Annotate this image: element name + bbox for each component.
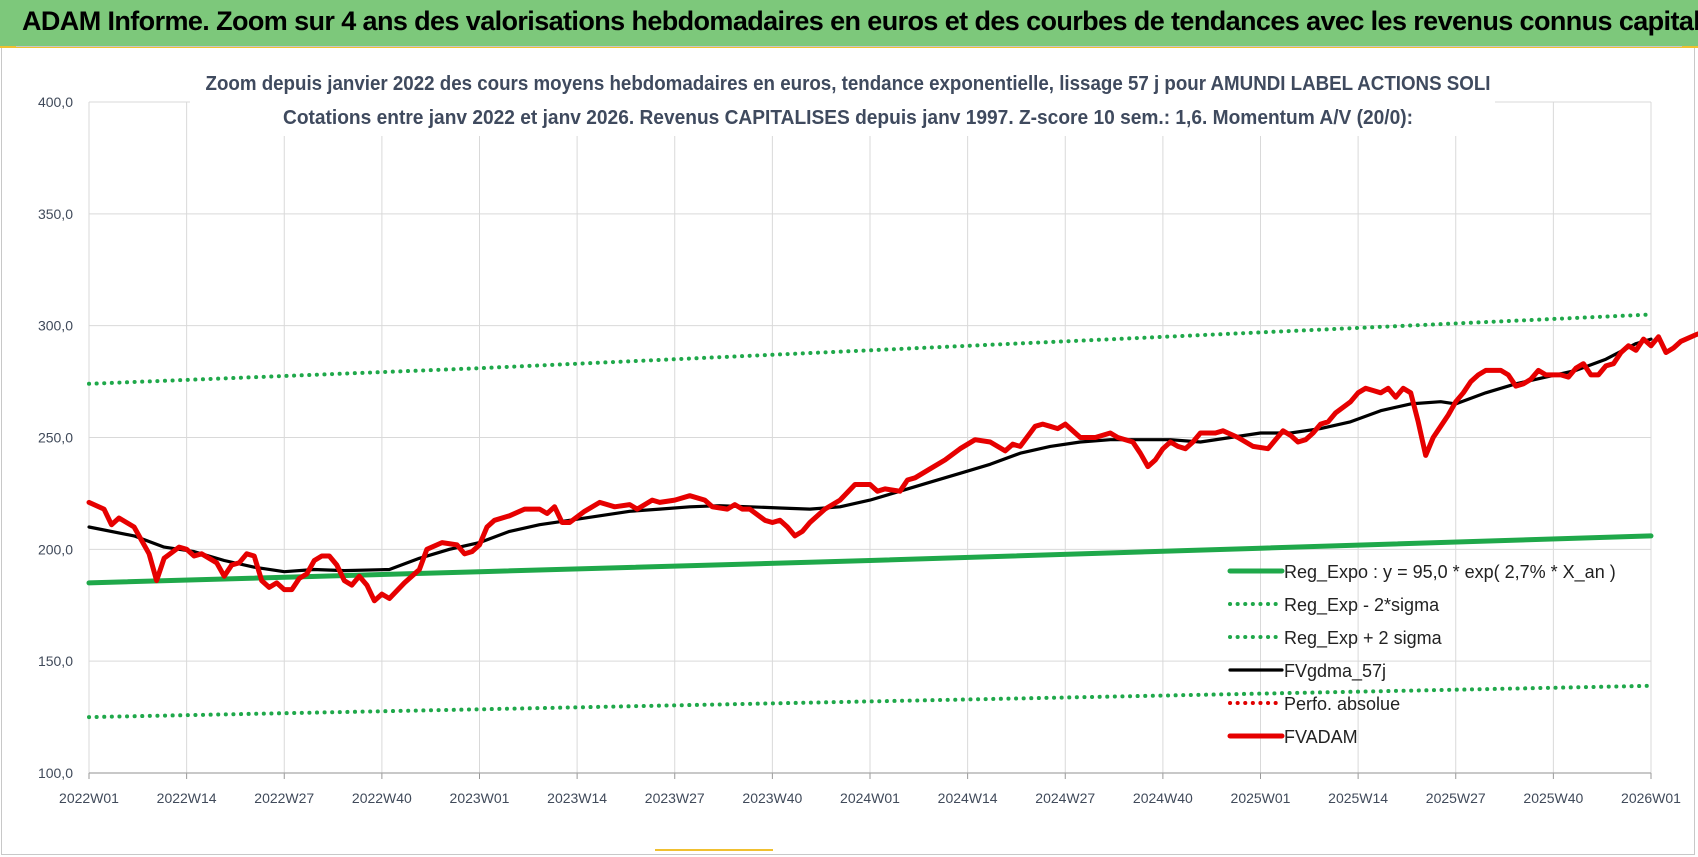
- chart-title-line1: Zoom depuis janvier 2022 des cours moyen…: [206, 73, 1491, 95]
- series-line-fvadam: [86, 331, 1698, 604]
- legend-label: FVgdma_57j: [1284, 661, 1386, 682]
- x-tick-label: 2024W14: [938, 790, 998, 806]
- x-tick-label: 2022W01: [59, 790, 119, 806]
- x-tick-label: 2024W27: [1035, 790, 1095, 806]
- x-tick-label: 2022W14: [157, 790, 217, 806]
- frame-corner-left: [0, 46, 16, 48]
- x-tick-label: 2025W14: [1328, 790, 1388, 806]
- x-tick-label: 2025W01: [1231, 790, 1291, 806]
- x-tick-label: 2023W27: [645, 790, 705, 806]
- series-line-reg-exp-2-sigma: [87, 683, 1653, 720]
- frame-corner-bottom: [655, 849, 773, 851]
- y-tick-label: 200,0: [38, 541, 73, 557]
- report-title: ADAM Informe. Zoom sur 4 ans des valoris…: [22, 6, 1698, 36]
- report-banner: ADAM Informe. Zoom sur 4 ans des valoris…: [0, 0, 1698, 48]
- x-tick-label: 2024W40: [1133, 790, 1193, 806]
- x-tick-label: 2026W01: [1621, 790, 1681, 806]
- y-tick-label: 250,0: [38, 430, 73, 446]
- x-tick-label: 2023W01: [450, 790, 510, 806]
- legend-label: Perfo. absolue: [1284, 694, 1400, 714]
- y-tick-label: 400,0: [38, 94, 73, 110]
- x-tick-label: 2025W40: [1523, 790, 1583, 806]
- legend-label: FVADAM: [1284, 727, 1358, 747]
- x-tick-label: 2025W27: [1426, 790, 1486, 806]
- legend-label: Reg_Exp + 2 sigma: [1284, 628, 1443, 649]
- chart-title-bg: [190, 64, 1495, 136]
- legend-label: Reg_Exp - 2*sigma: [1284, 595, 1440, 616]
- x-tick-label: 2022W40: [352, 790, 412, 806]
- legend-label: Reg_Expo : y = 95,0 * exp( 2,7% * X_an ): [1284, 562, 1616, 583]
- chart-title-line2: Cotations entre janv 2022 et janv 2026. …: [283, 107, 1413, 129]
- x-tick-label: 2023W40: [742, 790, 802, 806]
- x-tick-label: 2023W14: [547, 790, 607, 806]
- chart-frame: [1, 46, 1695, 855]
- series-line-reg-exp-2-sigma: [87, 312, 1653, 386]
- y-tick-label: 150,0: [38, 653, 73, 669]
- series-line-reg-expo-y-95-0-exp-2-7-x-an: [86, 533, 1654, 586]
- y-tick-label: 100,0: [38, 765, 73, 781]
- x-tick-label: 2024W01: [840, 790, 900, 806]
- x-tick-label: 2022W27: [254, 790, 314, 806]
- y-tick-label: 350,0: [38, 206, 73, 222]
- legend: Reg_Expo : y = 95,0 * exp( 2,7% * X_an )…: [1227, 562, 1616, 747]
- y-tick-label: 300,0: [38, 318, 73, 334]
- frame-corner-right: [1682, 46, 1698, 48]
